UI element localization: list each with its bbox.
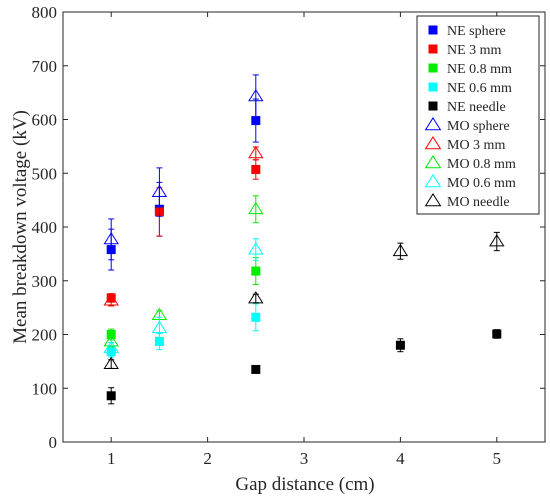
legend-label: MO 0.6 mm [447,176,516,191]
data-point [489,234,505,247]
legend-label: MO 3 mm [447,138,505,153]
series-mo-sphere [103,74,264,261]
legend-label: NE 0.8 mm [447,62,512,77]
y-tick-label: 400 [32,218,58,237]
legend-marker [428,101,438,111]
data-point [151,320,168,333]
data-point [248,88,264,102]
y-tick-label: 800 [32,3,58,22]
legend-marker [428,82,438,92]
data-marks [103,74,505,405]
y-axis-title: Mean breakdown voltage (kV) [10,110,31,344]
legend-marker [424,173,442,188]
legend-marker [424,135,442,150]
data-point [103,356,119,369]
data-point [248,145,264,159]
x-tick-label: 1 [107,449,116,468]
data-point [251,266,261,276]
legend-label: NE 0.6 mm [447,81,512,96]
legend-label: NE 3 mm [447,43,502,58]
y-tick-label: 600 [32,111,58,130]
legend-label: MO sphere [447,119,510,134]
legend-label: NE needle [447,100,506,115]
x-tick-label: 4 [396,449,405,468]
data-point [103,293,119,306]
x-tick-label: 3 [300,449,309,468]
series-mo-needle [103,231,505,369]
data-point [103,340,119,353]
legend-marker [424,116,442,131]
y-tick-label: 0 [49,433,58,452]
data-point [492,329,502,339]
legend-marker [428,63,438,73]
data-point [251,364,261,374]
legend-label: NE sphere [447,24,506,39]
y-tick-label: 700 [32,57,58,76]
legend: NE sphere NE 3 mm NE 0.8 mm NE 0.6 mm NE nee… [416,15,540,215]
x-axis-title: Gap distance (cm) [235,474,374,495]
data-point [248,201,264,215]
y-tick-label: 200 [32,326,58,345]
data-point [251,164,261,174]
legend-marker [424,154,442,169]
data-point [103,231,119,245]
data-point [395,340,405,350]
data-point [248,242,264,255]
series-mo-3-mm [103,145,264,307]
y-tick-label: 300 [32,272,58,291]
x-tick-label: 5 [493,449,502,468]
legend-marker [428,44,438,54]
y-tick-label: 500 [32,164,58,183]
axis-ticks: 1 2 3 4 5 0 100 200 300 400 500 600 700 800 [32,3,545,468]
series-ne-needle [106,329,502,405]
legend-label: MO 0.8 mm [447,157,516,172]
series-mo-0-6-mm [103,238,264,354]
y-tick-label: 100 [32,379,58,398]
legend-marker [424,192,442,207]
legend-marker [428,25,438,35]
x-tick-label: 2 [203,449,212,468]
data-point [151,184,168,197]
data-point [248,291,264,304]
data-point [251,312,261,322]
data-point [392,243,409,257]
data-point [106,391,116,401]
legend-label: MO needle [447,195,510,210]
